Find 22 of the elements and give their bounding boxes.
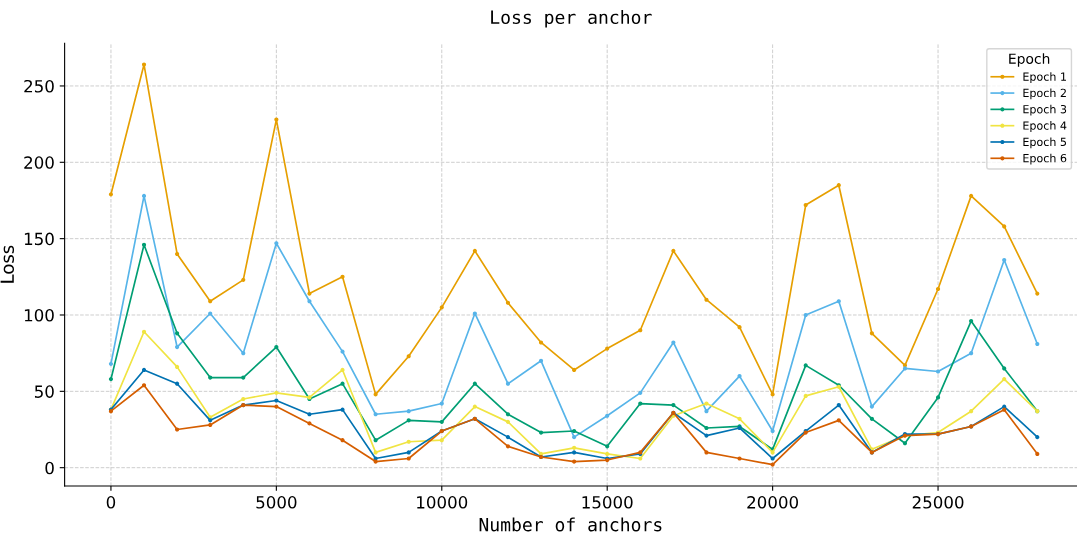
legend-title: Epoch: [1009, 53, 1050, 67]
x-tick-label: 0: [106, 496, 116, 509]
x-tick-label: 15000: [582, 496, 633, 509]
y-tick-label: 0: [45, 461, 54, 475]
y-tick-label: 150: [24, 232, 54, 246]
chart-title: Loss per anchor: [491, 10, 652, 28]
x-tick-label: 20000: [747, 496, 799, 509]
legend-label: Epoch 1: [1023, 72, 1066, 83]
x-axis-title: Number of anchors: [479, 517, 662, 532]
y-tick-label: 50: [34, 385, 54, 398]
legend-label: Epoch 3: [1023, 104, 1067, 116]
x-tick-label: 25000: [912, 496, 964, 509]
legend-label: Epoch 4: [1023, 121, 1067, 132]
legend-label: Epoch 6: [1023, 153, 1067, 165]
y-axis-title: Loss: [0, 245, 15, 283]
legend-label: Epoch 2: [1023, 88, 1066, 100]
y-tick-label: 250: [24, 79, 54, 93]
legend-label: Epoch 5: [1023, 137, 1067, 149]
y-tick-label: 100: [24, 308, 54, 322]
x-tick-label: 5000: [256, 496, 297, 509]
x-tick-label: 10000: [417, 496, 468, 509]
y-tick-label: 200: [24, 156, 54, 169]
